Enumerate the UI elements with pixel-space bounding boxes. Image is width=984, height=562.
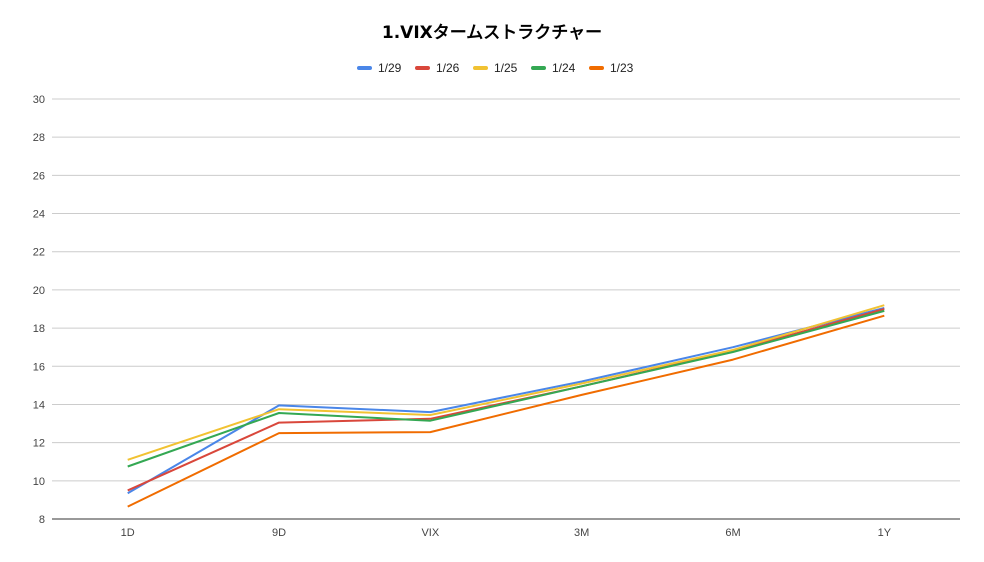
x-tick-label: VIX bbox=[421, 527, 439, 539]
y-tick-label: 10 bbox=[33, 476, 45, 488]
y-tick-label: 26 bbox=[33, 170, 45, 182]
legend-label: 1/25 bbox=[494, 61, 518, 75]
y-tick-label: 14 bbox=[33, 399, 45, 411]
y-tick-label: 30 bbox=[33, 94, 45, 106]
series-lines bbox=[127, 304, 885, 508]
x-tick-label: 1D bbox=[121, 527, 135, 539]
y-tick-label: 12 bbox=[33, 438, 45, 450]
y-tick-label: 8 bbox=[39, 514, 45, 526]
legend-label: 1/23 bbox=[610, 61, 634, 75]
legend: 1/29 1/26 1/25 1/24 1/23 bbox=[357, 61, 634, 75]
y-tick-label: 22 bbox=[33, 247, 45, 259]
legend-label: 1/24 bbox=[552, 61, 576, 75]
x-tick-label: 3M bbox=[574, 527, 589, 539]
y-tick-label: 16 bbox=[33, 361, 45, 373]
series-line-1-29 bbox=[127, 307, 885, 495]
x-tick-label: 1Y bbox=[878, 527, 892, 539]
x-tick-label: 9D bbox=[272, 527, 286, 539]
series-line-1-24 bbox=[127, 309, 885, 468]
y-tick-label: 24 bbox=[33, 209, 45, 221]
y-axis-ticks: 8 10 12 14 16 18 20 22 24 26 28 30 bbox=[33, 94, 45, 526]
y-tick-label: 18 bbox=[33, 323, 45, 335]
y-tick-label: 20 bbox=[33, 285, 45, 297]
series-line-1-23 bbox=[127, 314, 885, 508]
chart-title: 1.VIXタームストラクチャー bbox=[382, 23, 602, 43]
x-axis-ticks: 1D 9D VIX 3M 6M 1Y bbox=[121, 527, 892, 539]
y-tick-label: 28 bbox=[33, 132, 45, 144]
gridlines bbox=[52, 98, 960, 520]
series-line-1-25 bbox=[127, 304, 885, 461]
legend-label: 1/29 bbox=[378, 61, 402, 75]
legend-label: 1/26 bbox=[436, 61, 460, 75]
x-tick-label: 6M bbox=[725, 527, 740, 539]
